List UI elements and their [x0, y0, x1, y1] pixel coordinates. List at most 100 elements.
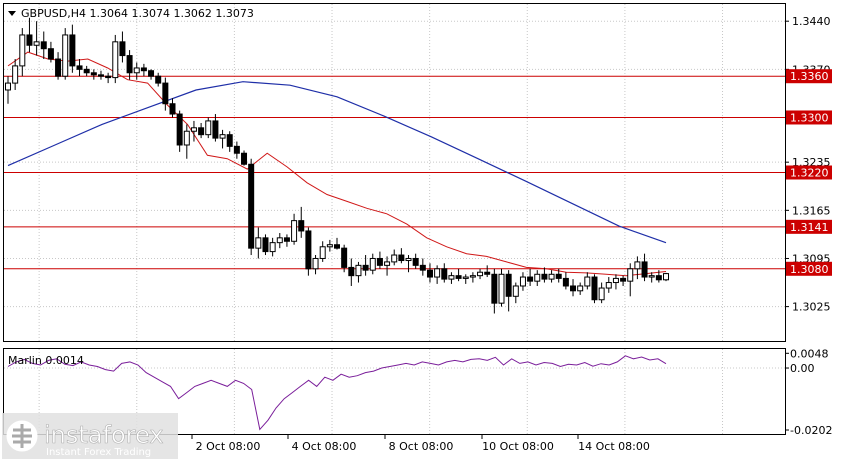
candle-body: [426, 269, 433, 278]
candle: [634, 256, 641, 280]
candle-body: [341, 247, 348, 268]
candle: [119, 31, 126, 63]
candle: [369, 253, 376, 275]
candle-body: [269, 242, 276, 253]
candle: [398, 248, 405, 264]
candle: [40, 31, 47, 60]
candle-body: [355, 264, 362, 277]
watermark-brand: instaforex: [44, 421, 164, 449]
candle-body: [262, 237, 269, 253]
candle-body: [133, 67, 140, 74]
candle-body: [362, 264, 369, 271]
candle-body: [169, 103, 176, 115]
support-resistance-levels: [4, 75, 785, 270]
candle-body: [584, 276, 591, 287]
candle: [190, 120, 197, 142]
candle-body: [605, 282, 612, 289]
candle: [641, 253, 648, 282]
candle-body: [384, 261, 391, 266]
candle-body: [484, 271, 491, 275]
main-plot-frame: [3, 3, 786, 342]
candle: [355, 261, 362, 283]
candle: [283, 234, 290, 247]
candle-body: [62, 34, 69, 77]
candle-body: [369, 257, 376, 271]
candle: [598, 282, 605, 304]
candle-body: [255, 237, 262, 249]
level-box-1.3080: [786, 261, 832, 276]
candle-body: [412, 257, 419, 266]
candle-body: [491, 273, 498, 304]
candle: [612, 274, 619, 290]
candle-body: [527, 276, 534, 282]
candle-body: [548, 273, 555, 280]
candle-body: [577, 285, 584, 292]
candle-body: [498, 273, 505, 304]
candle: [577, 282, 584, 295]
candle-body: [562, 277, 569, 287]
candlestick-series: [5, 17, 669, 314]
candle-body: [462, 276, 469, 279]
candle-body: [5, 82, 11, 91]
candle-body: [305, 230, 312, 270]
candle: [455, 268, 462, 282]
candle: [133, 62, 140, 80]
candle-body: [19, 34, 26, 67]
candle: [405, 255, 412, 273]
candle-body: [419, 264, 426, 271]
candle-body: [448, 275, 455, 280]
chart-menu-triangle-icon[interactable]: [8, 11, 16, 16]
candle-body: [434, 268, 441, 278]
candle-body: [12, 65, 19, 84]
candle: [83, 65, 90, 77]
candle-body: [105, 75, 112, 79]
candle: [362, 255, 369, 276]
candle-body: [119, 41, 126, 57]
candle: [469, 272, 476, 283]
candle-body: [90, 72, 97, 76]
candle-body: [648, 275, 655, 278]
candle: [341, 244, 348, 273]
candle: [226, 131, 233, 152]
level-box-1.3360: [786, 69, 832, 84]
candle: [62, 28, 69, 80]
candle: [269, 237, 276, 257]
time-tick-label-4: 14 Oct 08:00: [578, 440, 650, 453]
candle: [205, 117, 212, 139]
candle: [112, 34, 119, 84]
instaforex-watermark: instaforex Instant Forex Trading: [2, 413, 178, 459]
candle: [505, 270, 512, 312]
candle: [498, 268, 505, 307]
candle: [162, 77, 169, 111]
candle: [562, 272, 569, 290]
candle: [155, 72, 162, 87]
candle: [541, 267, 548, 283]
candle: [591, 274, 598, 304]
candle-body: [455, 275, 462, 279]
candle: [198, 122, 205, 139]
oscillator-title: Marlin 0.0014: [8, 354, 84, 367]
candle-body: [663, 273, 669, 281]
candle-body: [226, 134, 233, 147]
candle-body: [512, 285, 519, 297]
candle-body: [97, 74, 104, 77]
candle-body: [519, 276, 526, 287]
candle-body: [641, 261, 648, 278]
price-tick-label-4: 1.3165: [792, 204, 831, 217]
candle: [26, 17, 33, 53]
candle: [212, 114, 219, 142]
candle-body: [140, 67, 147, 72]
level-label-1.3080: 1.3080: [790, 263, 829, 276]
candle: [140, 63, 147, 77]
candle-body: [40, 41, 47, 50]
candle: [19, 28, 26, 77]
candle-body: [219, 134, 226, 139]
candle-body: [148, 70, 155, 77]
candle: [219, 129, 226, 149]
candle: [183, 124, 190, 159]
osc-tick-label-1: 0.00: [790, 362, 815, 375]
candle: [491, 268, 498, 314]
candle-body: [319, 246, 326, 259]
level-label-1.3360: 1.3360: [790, 70, 829, 83]
candle: [233, 141, 240, 159]
